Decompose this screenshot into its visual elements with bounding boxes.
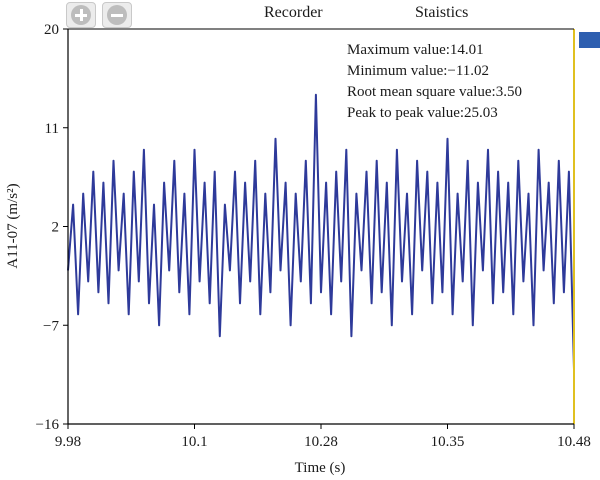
x-tick-label: 9.98: [55, 434, 81, 450]
minus-circle-icon: [107, 5, 127, 25]
y-tick-labels: 20 11 2 −7 −16: [36, 22, 60, 433]
x-axis-title: Time (s): [295, 460, 346, 476]
stat-rms: Root mean square value:3.50: [347, 84, 522, 100]
x-tick-labels: 9.98 10.1 10.28 10.35 10.48: [55, 434, 591, 450]
x-tick-label: 10.35: [431, 434, 465, 450]
series-line: [67, 93, 575, 370]
stat-maximum: Maximum value:14.01: [347, 42, 484, 58]
y-tick-label: 11: [45, 121, 59, 137]
zoom-in-button[interactable]: [66, 2, 96, 28]
stat-minimum: Minimum value:−11.02: [347, 63, 489, 79]
chart-marks: [63, 28, 600, 429]
plus-circle-icon: [71, 5, 91, 25]
y-tick-label: −7: [43, 318, 59, 334]
legend-swatch: [579, 32, 600, 48]
y-tick-label: 20: [44, 22, 59, 38]
x-tick-label: 10.1: [181, 434, 207, 450]
stat-peak-to-peak: Peak to peak value:25.03: [347, 105, 498, 121]
zoom-toolbar: [66, 2, 148, 28]
x-tick-label: 10.28: [304, 434, 338, 450]
statistics-menu[interactable]: Staistics: [415, 4, 469, 21]
recorder-menu[interactable]: Recorder: [264, 4, 323, 21]
x-tick-label: 10.48: [557, 434, 591, 450]
y-tick-label: −16: [36, 417, 60, 433]
zoom-out-button[interactable]: [102, 2, 132, 28]
y-axis-title: A11-07 (m/s²): [5, 183, 21, 268]
y-tick-label: 2: [52, 220, 60, 236]
